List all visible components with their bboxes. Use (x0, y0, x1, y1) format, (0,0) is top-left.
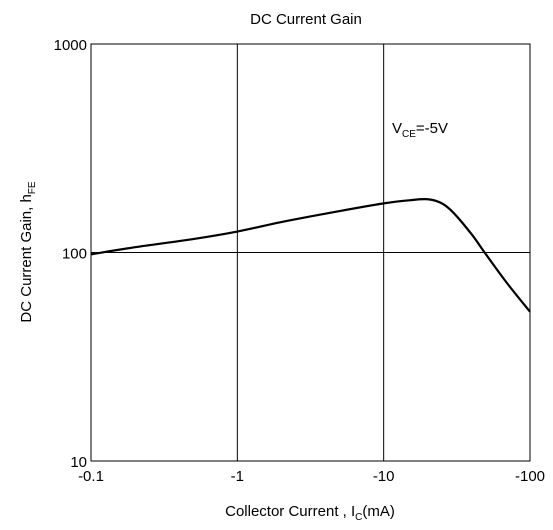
x-tick-label: -10 (373, 468, 395, 485)
y-axis-label: DC Current Gain, hFE (18, 181, 38, 322)
chart-title: DC Current Gain (250, 11, 362, 28)
gain-curve (90, 198, 531, 313)
y-tick-label: 100 (62, 246, 87, 263)
series-group (90, 198, 531, 313)
grid-lines (91, 44, 530, 461)
y-axis-ticks: 10 100 1000 (54, 37, 87, 471)
plot-frame (90, 43, 531, 462)
x-tick-label: -1 (231, 468, 244, 485)
x-tick-label: -0.1 (78, 468, 104, 485)
x-axis-ticks: -0.1 -1 -10 -100 (78, 468, 545, 485)
y-tick-label: 1000 (54, 37, 87, 54)
x-tick-label: -100 (515, 468, 545, 485)
x-axis-label: Collector Current , IC(mA) (225, 503, 395, 523)
y-tick-label: 10 (70, 454, 87, 471)
vce-annotation: VCE=-5V (392, 120, 448, 140)
